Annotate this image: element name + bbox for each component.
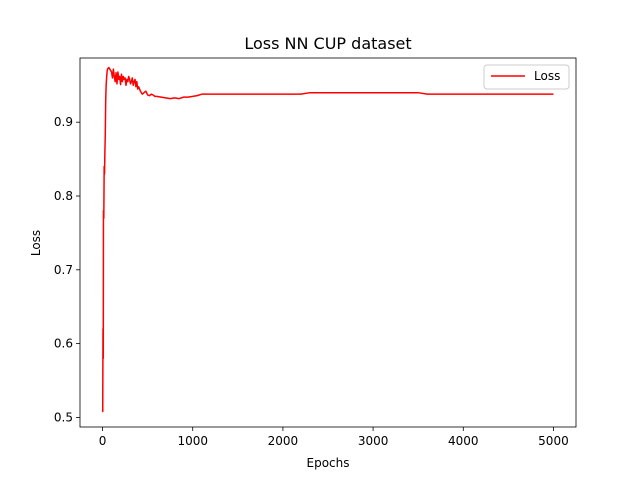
x-tick: 2000 — [268, 427, 299, 448]
y-tick: 0.8 — [54, 189, 80, 203]
y-tick: 0.5 — [54, 410, 80, 424]
y-tick: 0.7 — [54, 263, 80, 277]
y-tick-label: 0.9 — [54, 115, 73, 129]
x-axis-label: Epochs — [307, 456, 350, 470]
legend-label: Loss — [534, 69, 560, 83]
x-axis: 0 1000 2000 3000 4000 5000 — [99, 427, 569, 448]
chart-title: Loss NN CUP dataset — [244, 34, 411, 53]
x-tick-label: 1000 — [177, 434, 208, 448]
x-tick: 3000 — [358, 427, 389, 448]
legend: Loss — [483, 64, 570, 90]
y-tick: 0.6 — [54, 337, 80, 351]
x-tick: 0 — [99, 427, 107, 448]
x-tick-label: 2000 — [268, 434, 299, 448]
y-axis: 0.5 0.6 0.7 0.8 0.9 — [54, 115, 80, 424]
x-tick-label: 3000 — [358, 434, 389, 448]
y-axis-label: Loss — [29, 230, 43, 256]
y-tick-label: 0.5 — [54, 410, 73, 424]
legend-box — [483, 64, 570, 90]
x-tick: 5000 — [538, 427, 569, 448]
x-tick-label: 0 — [99, 434, 107, 448]
series-line — [101, 66, 554, 413]
x-tick: 1000 — [177, 427, 208, 448]
x-tick-label: 5000 — [538, 434, 569, 448]
y-tick-label: 0.6 — [54, 337, 73, 351]
y-tick: 0.9 — [54, 115, 80, 129]
x-tick: 4000 — [448, 427, 479, 448]
y-tick-label: 0.8 — [54, 189, 73, 203]
plot-area — [79, 57, 577, 428]
y-tick-label: 0.7 — [54, 263, 73, 277]
series-layer — [101, 66, 554, 413]
x-tick-label: 4000 — [448, 434, 479, 448]
